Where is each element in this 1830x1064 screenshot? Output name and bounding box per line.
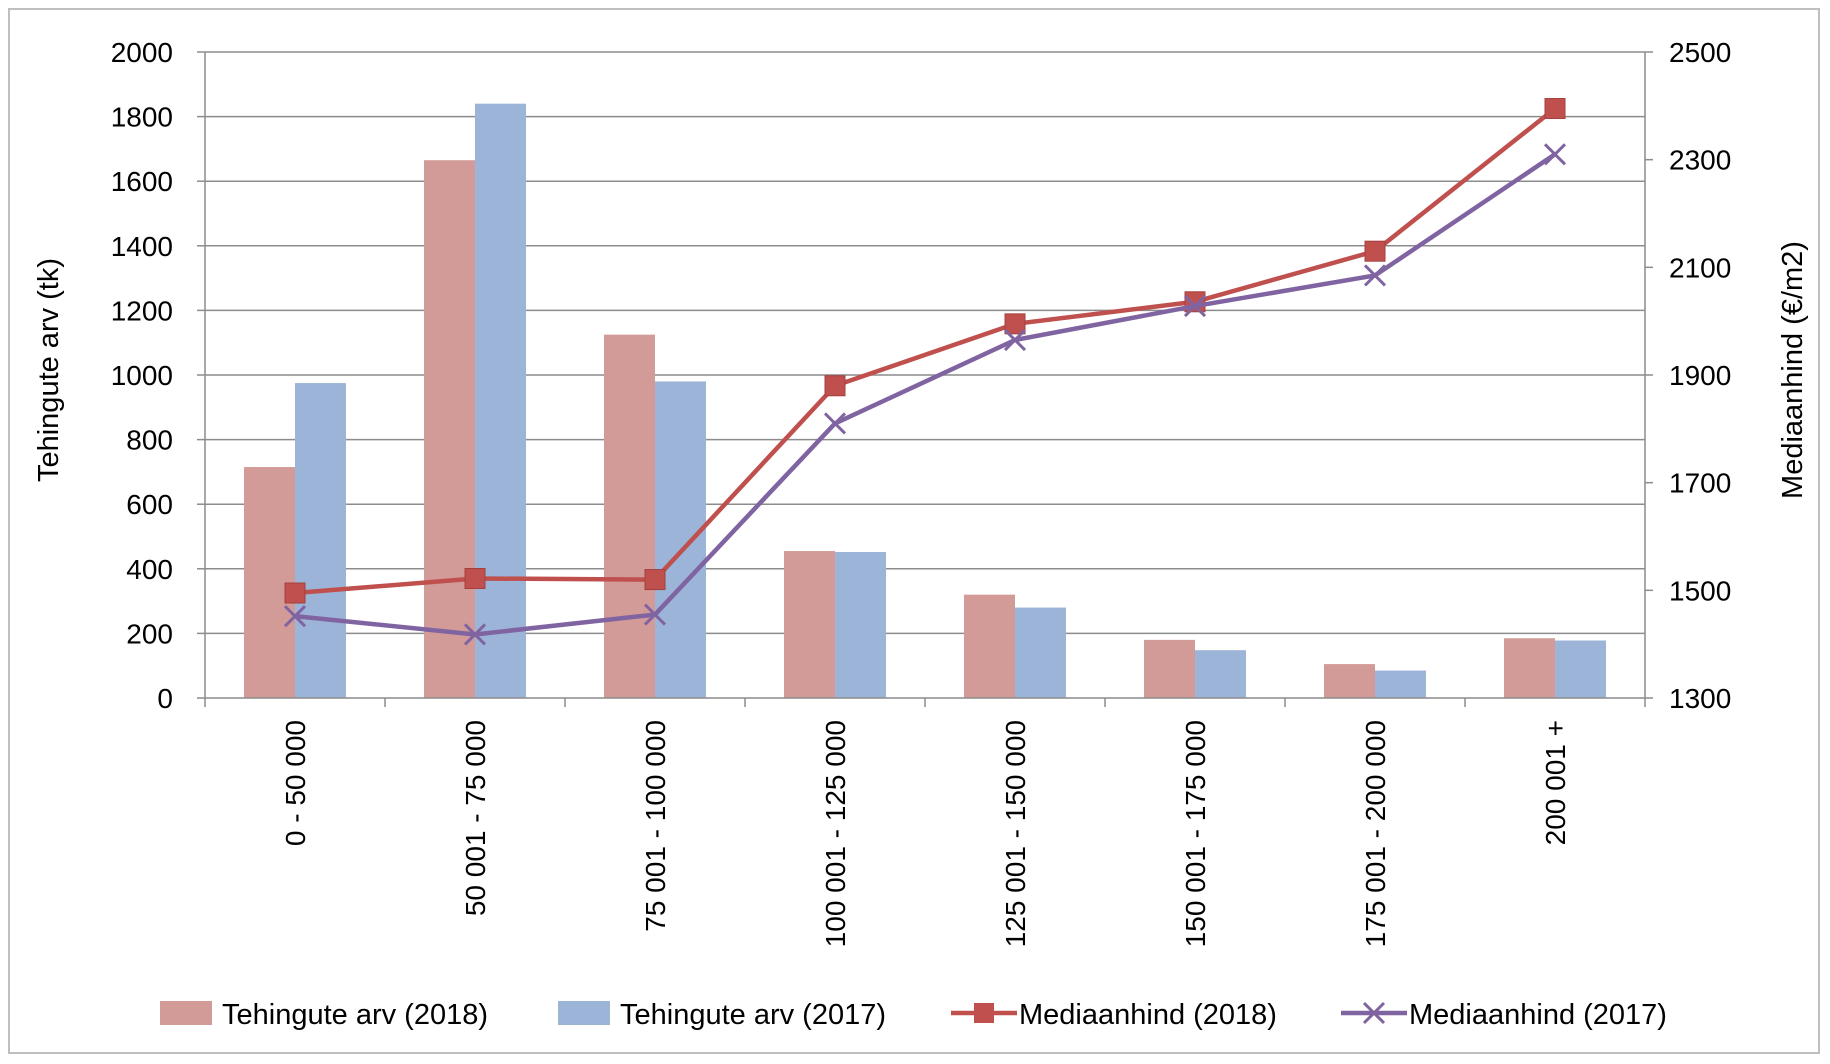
left-tick-label: 200 xyxy=(126,618,173,649)
y2-axis-title: Mediaanhind (€/m2) xyxy=(1777,241,1809,499)
legend-label: Mediaanhind (2017) xyxy=(1409,999,1667,1031)
legend-swatch xyxy=(558,1001,610,1025)
x-marker xyxy=(643,603,667,626)
x-marker xyxy=(1363,264,1387,287)
left-tick-label: 800 xyxy=(126,425,173,456)
category-label: 175 001 - 200 000 xyxy=(1360,720,1391,947)
left-tick-label: 2000 xyxy=(111,37,173,68)
bar-series xyxy=(244,103,1606,699)
square-marker xyxy=(644,569,666,591)
left-tick-label: 1000 xyxy=(111,360,173,391)
bar xyxy=(1324,664,1375,698)
square-marker xyxy=(1544,98,1566,120)
legend-marker xyxy=(974,1003,994,1023)
left-tick-label: 0 xyxy=(157,683,173,714)
bar xyxy=(835,552,886,698)
x-marker xyxy=(1183,295,1207,318)
series-line xyxy=(294,106,1557,596)
y-axis-title: Tehingute arv (tk) xyxy=(33,258,65,482)
bar xyxy=(1015,607,1066,698)
category-label: 75 001 - 100 000 xyxy=(640,720,671,932)
axes xyxy=(197,51,1653,707)
left-tick-label: 1400 xyxy=(111,231,173,262)
left-tick-label: 1200 xyxy=(111,295,173,326)
series-line xyxy=(294,152,1557,637)
right-tick-label: 1300 xyxy=(1669,683,1731,714)
left-tick-label: 400 xyxy=(126,554,173,585)
bar xyxy=(655,381,706,698)
bar xyxy=(1504,638,1555,698)
category-label: 125 001 - 150 000 xyxy=(1000,720,1031,947)
bar xyxy=(475,103,526,699)
legend-label: Tehingute arv (2017) xyxy=(620,999,886,1031)
bar xyxy=(1195,650,1246,698)
category-label: 100 001 - 125 000 xyxy=(820,720,851,947)
bar xyxy=(964,594,1015,698)
right-tick-label: 1500 xyxy=(1669,575,1731,606)
square-marker xyxy=(1004,313,1026,335)
legend-swatch xyxy=(160,1001,212,1025)
x-marker xyxy=(1543,143,1567,166)
bar xyxy=(1555,640,1606,698)
left-tick-label: 1600 xyxy=(111,166,173,197)
square-marker xyxy=(284,582,306,604)
bar xyxy=(1375,670,1426,698)
bar xyxy=(295,383,346,698)
line-series xyxy=(283,98,1567,646)
legend-label: Tehingute arv (2018) xyxy=(222,999,488,1031)
right-tick-label: 2100 xyxy=(1669,252,1731,283)
right-axis-ticks: 1300 1500 1700 1900 2100 2300 2500 xyxy=(1669,37,1731,714)
left-axis-ticks: 0 200 400 600 800 1000 1200 1400 1600 1800 2000 xyxy=(111,37,173,714)
x-marker xyxy=(1003,328,1027,352)
bar xyxy=(784,551,835,698)
category-label: 50 001 - 75 000 xyxy=(460,720,491,916)
category-label: 200 001 + xyxy=(1540,720,1571,845)
right-tick-label: 1700 xyxy=(1669,468,1731,499)
legend-marker xyxy=(1362,1001,1386,1025)
legend-label: Mediaanhind (2018) xyxy=(1019,999,1277,1031)
square-marker xyxy=(464,567,486,589)
x-marker xyxy=(823,412,847,435)
x-marker xyxy=(283,605,307,628)
square-marker xyxy=(824,375,846,397)
square-marker xyxy=(1364,240,1386,262)
left-tick-label: 1800 xyxy=(111,102,173,133)
right-tick-label: 2300 xyxy=(1669,145,1731,176)
left-tick-label: 600 xyxy=(126,489,173,520)
bar xyxy=(424,160,475,698)
x-marker xyxy=(463,623,487,646)
category-labels: 0 - 50 000 50 001 - 75 000 75 001 - 100 00… xyxy=(280,720,1571,947)
gridlines xyxy=(205,51,1645,635)
right-tick-label: 2500 xyxy=(1669,37,1731,68)
right-tick-label: 1900 xyxy=(1669,360,1731,391)
bar xyxy=(604,334,655,698)
category-label: 0 - 50 000 xyxy=(280,720,311,846)
legend: Tehingute arv (2018) Tehingute arv (2017)… xyxy=(160,999,1667,1031)
category-label: 150 001 - 175 000 xyxy=(1180,720,1211,947)
bar xyxy=(1144,639,1195,698)
